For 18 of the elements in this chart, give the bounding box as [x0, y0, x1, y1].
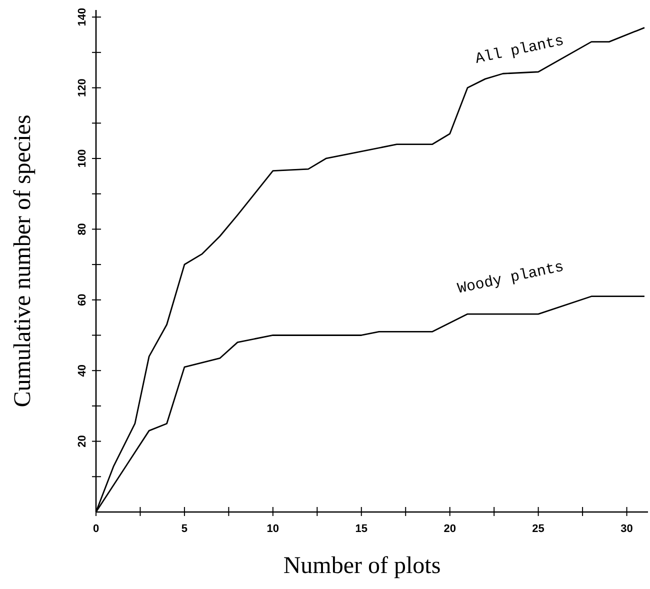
text: All plants	[474, 32, 566, 68]
y-tick-label: 40	[76, 364, 89, 377]
y-tick-label: 60	[76, 294, 89, 306]
x-tick-label: 30	[620, 522, 633, 535]
x-tick-label: 0	[92, 522, 100, 535]
y-tick-label: 120	[76, 78, 89, 97]
y-axis-title: Cumulative number of species	[10, 114, 36, 408]
x-tick-label: 5	[181, 522, 188, 535]
y-tick-label: 140	[76, 8, 89, 26]
x-axis-title: Number of plots	[283, 553, 441, 579]
text: Woody plants	[456, 258, 566, 298]
x-tick-label: 20	[444, 522, 456, 535]
y-tick-label: 100	[76, 149, 89, 168]
x-tick-label: 25	[532, 522, 544, 535]
x-tick-label: 10	[266, 522, 280, 535]
y-tick-label: 80	[76, 223, 89, 236]
x-tick-label: 15	[355, 522, 368, 535]
y-tick-label: 20	[76, 435, 89, 448]
